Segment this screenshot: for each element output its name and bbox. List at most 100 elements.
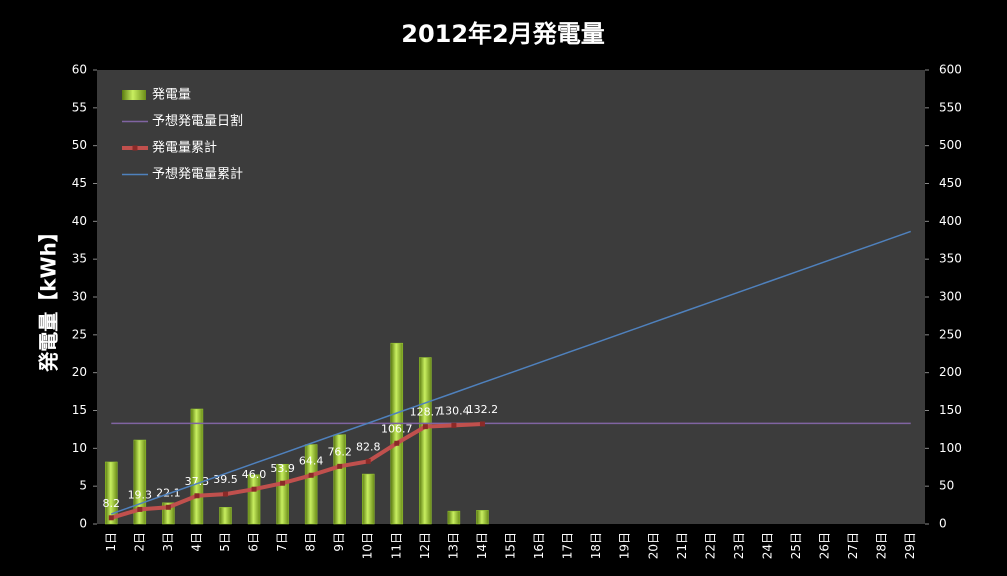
x-tick-label: 20日	[646, 532, 660, 559]
data-label: 37.3	[185, 475, 210, 488]
data-label: 19.3	[128, 488, 153, 501]
point	[422, 424, 428, 430]
legend-label: 予想発電量累計	[152, 166, 243, 182]
legend-label: 予想発電量日割	[152, 113, 243, 129]
y-tick-label: 0	[79, 517, 87, 531]
point	[194, 493, 200, 499]
y-tick-label: 35	[72, 252, 87, 266]
x-tick-label: 2日	[132, 532, 146, 552]
x-tick-label: 9日	[332, 532, 346, 552]
y2-tick-label: 550	[939, 100, 962, 114]
x-tick-label: 15日	[504, 532, 518, 559]
x-tick-label: 19日	[618, 532, 632, 559]
x-tick-label: 21日	[675, 532, 689, 559]
data-label: 8.2	[103, 497, 121, 510]
x-tick-label: 16日	[532, 532, 546, 559]
data-label: 53.9	[270, 462, 295, 475]
bar	[304, 444, 318, 525]
x-tick-label: 4日	[189, 532, 203, 552]
y2-tick-label: 50	[939, 479, 954, 493]
bar	[219, 507, 232, 525]
bar	[361, 473, 375, 525]
y2-tick-label: 150	[939, 403, 962, 417]
x-tick-label: 10日	[361, 532, 375, 559]
x-tick-label: 6日	[247, 532, 261, 552]
y-tick-label: 25	[72, 327, 87, 341]
y-tick-label: 60	[72, 63, 87, 77]
data-label: 128.7	[410, 406, 442, 419]
line	[111, 230, 911, 515]
y-tick-label: 40	[72, 214, 87, 228]
x-tick-label: 29日	[903, 532, 917, 559]
y-tick-label: 15	[72, 403, 87, 417]
y-tick-label: 50	[72, 138, 87, 152]
x-tick-label: 8日	[304, 532, 318, 552]
point	[479, 421, 485, 427]
bar	[476, 510, 489, 525]
y-tick-label: 10	[72, 441, 87, 455]
point	[165, 504, 171, 510]
line	[110, 421, 483, 520]
legend-label: 発電量累計	[152, 140, 217, 156]
point	[137, 506, 143, 512]
bar	[276, 463, 289, 525]
bar	[190, 408, 204, 525]
x-tick-label: 13日	[446, 532, 460, 559]
x-tick-label: 18日	[589, 532, 603, 559]
point	[251, 486, 257, 492]
y2-tick-label: 500	[939, 138, 962, 152]
y2-tick-label: 400	[939, 214, 962, 228]
x-tick-label: 14日	[475, 532, 489, 559]
legend-label: 発電量	[152, 88, 191, 103]
point	[280, 480, 286, 486]
y-tick-label: 5	[79, 479, 87, 493]
y2-tick-label: 250	[939, 327, 962, 341]
chart-title: 2012年2月発電量	[401, 20, 605, 48]
y-tick-label: 45	[72, 176, 87, 190]
data-label: 64.4	[299, 454, 324, 467]
legend-swatch	[122, 90, 146, 100]
x-tick-label: 26日	[818, 532, 832, 559]
point	[108, 515, 114, 521]
x-tick-label: 7日	[275, 532, 289, 552]
plot-area	[97, 70, 925, 524]
data-label: 76.2	[327, 445, 352, 458]
x-tick-label: 11日	[389, 532, 403, 559]
x-tick-label: 3日	[161, 532, 175, 552]
y2-tick-label: 200	[939, 365, 962, 379]
legend-marker	[132, 145, 138, 151]
x-tick-label: 23日	[732, 532, 746, 559]
y2-tick-label: 300	[939, 290, 962, 304]
bar	[419, 357, 432, 525]
y-axis-label: 発電量【kWh】	[37, 222, 61, 373]
bar	[390, 342, 404, 525]
data-label: 82.8	[356, 440, 381, 453]
x-tick-label: 22日	[703, 532, 717, 559]
data-label: 130.4	[438, 404, 470, 417]
x-tick-label: 12日	[418, 532, 432, 559]
x-tick-label: 24日	[760, 532, 774, 559]
y-tick-label: 20	[72, 365, 87, 379]
data-label: 132.2	[467, 403, 499, 416]
point	[394, 440, 400, 446]
y2-tick-label: 600	[939, 63, 962, 77]
x-tick-label: 17日	[561, 532, 575, 559]
y2-tick-label: 350	[939, 252, 962, 266]
bar	[247, 474, 261, 525]
y-tick-label: 55	[72, 100, 87, 114]
bar	[333, 434, 346, 525]
x-tick-label: 1日	[104, 532, 118, 552]
y-tick-label: 30	[72, 290, 87, 304]
bar	[447, 510, 461, 525]
data-label: 39.5	[213, 473, 238, 486]
point	[308, 472, 314, 478]
bar	[105, 461, 118, 525]
y2-tick-label: 0	[939, 517, 947, 531]
x-tick-label: 5日	[218, 532, 232, 552]
point	[337, 463, 343, 469]
y2-tick-label: 450	[939, 176, 962, 190]
x-tick-label: 27日	[846, 532, 860, 559]
data-label: 46.0	[242, 468, 267, 481]
data-label: 106.7	[381, 422, 413, 435]
